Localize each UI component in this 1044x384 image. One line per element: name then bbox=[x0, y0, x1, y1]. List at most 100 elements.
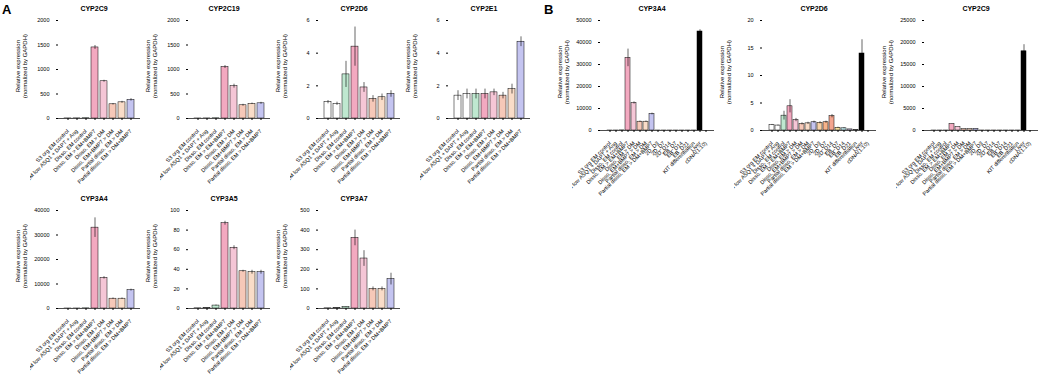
svg-text:Disso. EM > EM+BMP7: Disso. EM > EM+BMP7 bbox=[311, 128, 357, 174]
svg-text:Disso. EM+BMP7 > DM: Disso. EM+BMP7 > DM bbox=[459, 128, 505, 174]
svg-text:0: 0 bbox=[176, 305, 179, 311]
svg-text:S3 org EM control: S3 org EM control bbox=[294, 128, 330, 164]
svg-text:S3 org EM control: S3 org EM control bbox=[34, 318, 70, 354]
svg-text:Partial disso. EM > DM: Partial disso. EM > DM bbox=[604, 140, 648, 184]
svg-text:S3 org EM control: S3 org EM control bbox=[424, 128, 460, 164]
svg-text:0: 0 bbox=[306, 305, 309, 311]
svg-text:Partial disso. EM > DM: Partial disso. EM > DM bbox=[80, 318, 124, 362]
svg-text:Partial disso. EM > DM+BMP7: Partial disso. EM > DM+BMP7 bbox=[76, 128, 133, 185]
svg-text:100: 100 bbox=[170, 207, 179, 213]
svg-text:15: 15 bbox=[747, 45, 753, 51]
svg-text:500: 500 bbox=[300, 207, 309, 213]
svg-text:400: 400 bbox=[300, 227, 309, 233]
svg-text:Disso. EM > EM+BMP7: Disso. EM > EM+BMP7 bbox=[746, 140, 792, 186]
svg-text:10000: 10000 bbox=[576, 105, 591, 111]
svg-text:Partial disso. EM > DM+BMP7: Partial disso. EM > DM+BMP7 bbox=[206, 318, 263, 375]
svg-text:20: 20 bbox=[173, 286, 179, 292]
svg-text:Disso. EM > EM+BMP7: Disso. EM > EM+BMP7 bbox=[181, 318, 227, 364]
svg-text:Partial disso. EM > DM+BMP7: Partial disso. EM > DM+BMP7 bbox=[921, 140, 978, 197]
svg-text:20000: 20000 bbox=[900, 39, 915, 45]
svg-text:S3 org EM control: S3 org EM control bbox=[34, 128, 70, 164]
svg-text:Partial disso. EM > DM: Partial disso. EM > DM bbox=[928, 140, 972, 184]
svg-text:cDNA(1:10): cDNA(1:10) bbox=[683, 140, 708, 165]
svg-text:5: 5 bbox=[750, 100, 753, 106]
svg-text:Partial disso. EM > DM+BMP7: Partial disso. EM > DM+BMP7 bbox=[759, 140, 816, 197]
svg-text:Partial disso. EM > DM: Partial disso. EM > DM bbox=[340, 128, 384, 172]
svg-text:Partial disso. EM > DM: Partial disso. EM > DM bbox=[766, 140, 810, 184]
svg-text:Disso. EM+BMP7 > DM: Disso. EM+BMP7 > DM bbox=[920, 140, 966, 186]
svg-text:Disso. EM > EM+BMP7: Disso. EM > EM+BMP7 bbox=[584, 140, 630, 186]
svg-text:Partial disso. EM > DM+BMP7: Partial disso. EM > DM+BMP7 bbox=[466, 128, 523, 185]
svg-text:40: 40 bbox=[173, 266, 179, 272]
svg-text:Partial disso. EM > DM: Partial disso. EM > DM bbox=[210, 128, 254, 172]
svg-text:20: 20 bbox=[747, 17, 753, 23]
svg-text:cDNA(1:10): cDNA(1:10) bbox=[845, 140, 870, 165]
svg-text:Disso. EM+BMP7 > DM: Disso. EM+BMP7 > DM bbox=[199, 318, 245, 364]
svg-text:2: 2 bbox=[306, 83, 309, 89]
svg-text:Disso. EM+BMP7 > DM: Disso. EM+BMP7 > DM bbox=[199, 128, 245, 174]
svg-text:30000: 30000 bbox=[34, 232, 49, 238]
svg-text:30000: 30000 bbox=[576, 61, 591, 67]
svg-text:6: 6 bbox=[306, 17, 309, 23]
svg-text:300: 300 bbox=[300, 246, 309, 252]
svg-text:25000: 25000 bbox=[900, 17, 915, 23]
svg-text:5000: 5000 bbox=[903, 105, 915, 111]
svg-text:Partial disso. EM > DM: Partial disso. EM > DM bbox=[470, 128, 514, 172]
svg-text:Disso. EM+BMP7 > DM: Disso. EM+BMP7 > DM bbox=[329, 318, 375, 364]
svg-text:6: 6 bbox=[436, 17, 439, 23]
svg-text:10: 10 bbox=[747, 72, 753, 78]
svg-text:1500: 1500 bbox=[167, 42, 179, 48]
svg-text:40000: 40000 bbox=[34, 207, 49, 213]
svg-text:20000: 20000 bbox=[576, 83, 591, 89]
svg-text:Partial disso. EM > DM+BMP7: Partial disso. EM > DM+BMP7 bbox=[76, 318, 133, 375]
svg-text:500: 500 bbox=[170, 91, 179, 97]
svg-text:2: 2 bbox=[436, 83, 439, 89]
svg-text:4: 4 bbox=[436, 50, 439, 56]
svg-text:80: 80 bbox=[173, 227, 179, 233]
svg-text:Partial disso. EM > DM+BMP7: Partial disso. EM > DM+BMP7 bbox=[597, 140, 654, 197]
svg-text:Disso. EM > EM+BMP7: Disso. EM > EM+BMP7 bbox=[441, 128, 487, 174]
svg-text:1000: 1000 bbox=[37, 66, 49, 72]
svg-text:200: 200 bbox=[300, 266, 309, 272]
svg-text:500: 500 bbox=[40, 91, 49, 97]
svg-text:Partial disso. EM > DM+BMP7: Partial disso. EM > DM+BMP7 bbox=[336, 128, 393, 185]
svg-text:Disso. EM > EM+BMP7: Disso. EM > EM+BMP7 bbox=[311, 318, 357, 364]
svg-text:15000: 15000 bbox=[900, 61, 915, 67]
svg-text:Disso. EM > EM+BMP7: Disso. EM > EM+BMP7 bbox=[908, 140, 954, 186]
svg-text:Disso. EM > EM+BMP7: Disso. EM > EM+BMP7 bbox=[51, 128, 97, 174]
svg-text:0: 0 bbox=[588, 127, 591, 133]
svg-text:1500: 1500 bbox=[37, 42, 49, 48]
svg-text:0: 0 bbox=[436, 115, 439, 121]
svg-text:cDNA(1:10): cDNA(1:10) bbox=[1007, 140, 1032, 165]
svg-text:0: 0 bbox=[46, 305, 49, 311]
svg-text:2000: 2000 bbox=[37, 17, 49, 23]
svg-text:0: 0 bbox=[306, 115, 309, 121]
svg-text:0: 0 bbox=[46, 115, 49, 121]
svg-text:Disso. EM > EM+BMP7: Disso. EM > EM+BMP7 bbox=[181, 128, 227, 174]
svg-text:Partial disso. EM > DM: Partial disso. EM > DM bbox=[80, 128, 124, 172]
svg-text:Disso. EM+BMP7 > DM: Disso. EM+BMP7 > DM bbox=[329, 128, 375, 174]
svg-text:10000: 10000 bbox=[34, 281, 49, 287]
svg-text:0: 0 bbox=[750, 127, 753, 133]
svg-text:Disso. EM > EM+BMP7: Disso. EM > EM+BMP7 bbox=[51, 318, 97, 364]
svg-text:0: 0 bbox=[176, 115, 179, 121]
svg-text:4: 4 bbox=[306, 50, 309, 56]
svg-text:Partial disso. EM > DM+BMP7: Partial disso. EM > DM+BMP7 bbox=[336, 318, 393, 375]
svg-text:10000: 10000 bbox=[900, 83, 915, 89]
svg-text:Disso. EM+BMP7 > DM: Disso. EM+BMP7 > DM bbox=[758, 140, 804, 186]
svg-text:Disso. EM+BMP7 > DM: Disso. EM+BMP7 > DM bbox=[69, 318, 115, 364]
svg-text:100: 100 bbox=[300, 286, 309, 292]
svg-text:50000: 50000 bbox=[576, 17, 591, 23]
svg-text:1000: 1000 bbox=[167, 66, 179, 72]
svg-text:Partial disso. EM > DM: Partial disso. EM > DM bbox=[340, 318, 384, 362]
svg-text:20000: 20000 bbox=[34, 256, 49, 262]
svg-text:60: 60 bbox=[173, 246, 179, 252]
svg-text:Partial disso. EM > DM+BMP7: Partial disso. EM > DM+BMP7 bbox=[206, 128, 263, 185]
svg-text:0: 0 bbox=[912, 127, 915, 133]
svg-text:S3 org EM control: S3 org EM control bbox=[164, 128, 200, 164]
svg-text:2000: 2000 bbox=[167, 17, 179, 23]
svg-text:Partial disso. EM > DM: Partial disso. EM > DM bbox=[210, 318, 254, 362]
svg-text:40000: 40000 bbox=[576, 39, 591, 45]
svg-text:Disso. EM+BMP7 > DM: Disso. EM+BMP7 > DM bbox=[596, 140, 642, 186]
svg-text:Disso. EM+BMP7 > DM: Disso. EM+BMP7 > DM bbox=[69, 128, 115, 174]
